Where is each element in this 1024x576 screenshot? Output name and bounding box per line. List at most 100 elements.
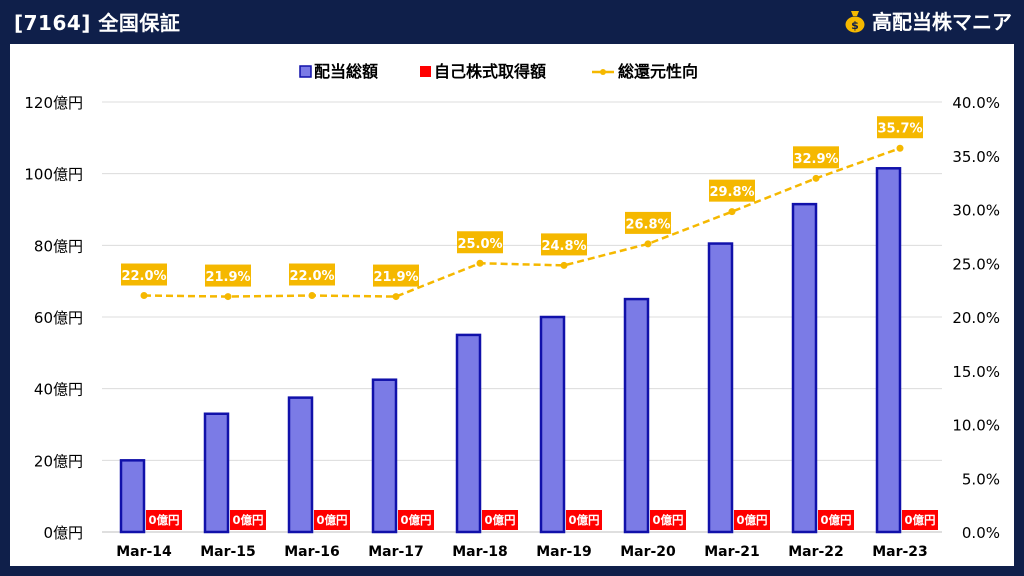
dividend-bar	[791, 202, 818, 534]
legend-dividend-label: 配当総額	[314, 62, 378, 81]
brand: $ 高配当株マニア	[844, 6, 1012, 35]
dividend-bar	[455, 333, 482, 534]
buyback-label: 0億円	[820, 513, 851, 527]
y-axis-right: 0.0% 5.0% 10.0% 15.0% 20.0% 25.0% 30.0% 35.0% 40…	[952, 94, 1000, 542]
ratio-label: 24.8%	[541, 239, 586, 254]
ratio-label: 29.8%	[709, 185, 754, 200]
buyback-label-box	[230, 510, 266, 530]
ratio-point	[728, 208, 736, 216]
y-left-tick-label: 100億円	[24, 166, 83, 184]
y-right-tick-label: 30.0%	[952, 202, 1000, 220]
buyback-label-box	[146, 510, 182, 530]
buyback-label: 0億円	[904, 513, 935, 527]
chart-panel: 配当総額 自己株式取得額 総還元性向 0億円 20億円 40億円 60億円 80億円 10…	[10, 44, 1014, 566]
x-tick-label: Mar-19	[536, 544, 592, 560]
ratio-point	[896, 144, 904, 152]
y-right-tick-label: 0.0%	[962, 524, 1000, 542]
ratio-point	[224, 293, 232, 301]
buyback-label-box	[566, 510, 602, 530]
ratio-label-box	[541, 233, 587, 256]
x-tick-label: Mar-15	[200, 544, 256, 560]
ratio-point	[644, 240, 652, 248]
svg-text:$: $	[851, 19, 859, 32]
ratio-point	[560, 261, 568, 269]
buyback-label-box	[818, 510, 854, 530]
y-left-tick-label: 20億円	[34, 452, 83, 470]
ratio-label-box	[289, 263, 335, 286]
legend-buyback-swatch	[420, 66, 431, 77]
y-right-tick-label: 10.0%	[952, 417, 1000, 435]
buyback-label-box	[482, 510, 518, 530]
buyback-label-box	[398, 510, 434, 530]
x-tick-label: Mar-20	[620, 544, 676, 560]
ratio-point	[308, 292, 316, 299]
x-tick-label: Mar-16	[284, 544, 340, 560]
dividend-bar	[119, 459, 146, 534]
buyback-label: 0億円	[400, 513, 431, 527]
dividend-bar	[371, 378, 398, 534]
buyback-label-box	[314, 510, 350, 530]
legend: 配当総額 自己株式取得額 総還元性向	[299, 62, 698, 81]
y-left-tick-label: 40億円	[34, 381, 83, 399]
y-left-tick-label: 60億円	[34, 309, 83, 327]
ratio-label-box	[121, 263, 167, 286]
ratio-label-box	[205, 264, 251, 287]
ratio-label-box	[457, 231, 503, 254]
dividend-bar	[203, 412, 230, 534]
legend-ratio-marker	[600, 69, 606, 75]
header-bar: [7164] 全国保証 $ 高配当株マニア	[0, 0, 1024, 42]
ratio-point	[476, 259, 484, 267]
ratio-label: 21.9%	[373, 270, 418, 285]
ratio-point	[140, 292, 148, 299]
x-tick-label: Mar-18	[452, 544, 508, 560]
x-tick-label: Mar-21	[704, 544, 760, 560]
ratio-point	[812, 174, 820, 182]
ratio-label-box	[373, 264, 419, 287]
brand-name: 高配当株マニア	[872, 10, 1012, 34]
ratio-label: 25.0%	[457, 237, 502, 252]
y-right-tick-label: 35.0%	[952, 148, 1000, 166]
ratio-label: 32.9%	[793, 152, 838, 167]
x-tick-label: Mar-17	[368, 544, 424, 560]
ratio-label-box	[709, 179, 755, 202]
page-title: [7164] 全国保証	[14, 11, 181, 35]
dividend-bar	[539, 315, 566, 534]
buyback-label: 0億円	[316, 513, 347, 527]
y-right-tick-label: 5.0%	[962, 470, 1000, 488]
buyback-label-box	[650, 510, 686, 530]
buyback-label: 0億円	[484, 513, 515, 527]
legend-buyback-label: 自己株式取得額	[434, 62, 546, 81]
x-axis: Mar-14 Mar-15 Mar-16 Mar-17 Mar-18 Mar-19 Mar-…	[116, 544, 928, 560]
y-left-tick-label: 0億円	[43, 524, 83, 542]
money-bag-icon: $	[845, 10, 865, 32]
y-left-tick-label: 120億円	[24, 94, 83, 112]
dividend-bar	[287, 396, 314, 534]
legend-ratio-label: 総還元性向	[618, 62, 698, 81]
ratio-line	[143, 147, 901, 298]
y-right-tick-label: 40.0%	[952, 94, 1000, 112]
buyback-label: 0億円	[736, 513, 767, 527]
ratio-line-group: 22.0% 21.9% 22.0% 21.9% 25.0% 24.8% 26.8% 29.8%…	[121, 116, 923, 301]
x-tick-label: Mar-23	[872, 544, 928, 560]
y-left-tick-label: 80億円	[34, 237, 83, 255]
ratio-label-box	[625, 211, 671, 234]
buyback-label: 0億円	[232, 513, 263, 527]
buyback-label: 0億円	[148, 513, 179, 527]
ratio-label: 26.8%	[625, 217, 670, 232]
y-axis-left: 0億円 20億円 40億円 60億円 80億円 100億円 120億円	[24, 94, 83, 542]
buyback-labels: 0億円 0億円 0億円 0億円 0億円 0億円 0億円 0億円 0億円 0億円	[146, 510, 938, 530]
chart-svg: 配当総額 自己株式取得額 総還元性向 0億円 20億円 40億円 60億円 80億円 10…	[24, 62, 1000, 560]
dividend-bar	[875, 167, 902, 534]
y-right-tick-label: 25.0%	[952, 255, 1000, 273]
ratio-label: 22.0%	[289, 269, 334, 284]
ratio-point	[392, 293, 400, 301]
buyback-label-box	[734, 510, 770, 530]
buyback-label: 0億円	[652, 513, 683, 527]
ratio-label: 21.9%	[205, 270, 250, 285]
x-tick-label: Mar-22	[788, 544, 844, 560]
y-right-tick-label: 20.0%	[952, 309, 1000, 327]
dividend-bars	[119, 167, 902, 534]
ratio-label-box	[877, 116, 923, 139]
legend-dividend-swatch	[299, 65, 312, 78]
